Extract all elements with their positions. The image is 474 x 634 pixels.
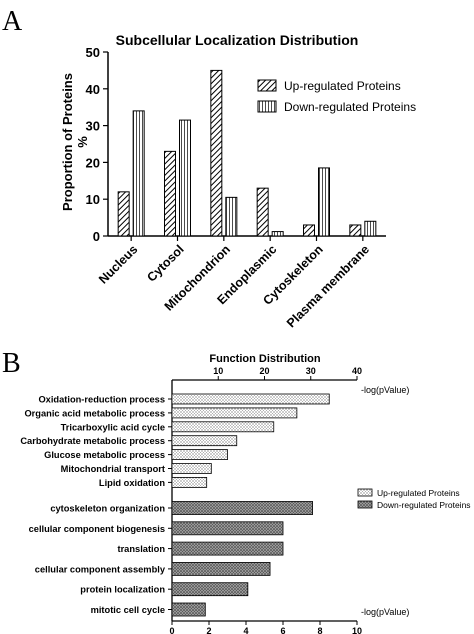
chart-a-bar-up xyxy=(256,187,269,237)
chart-b-bottom-tick-label: 0 xyxy=(169,626,174,634)
chart-b-bar-up xyxy=(171,421,275,433)
chart-a-ylabel-line1: Proportion of Proteins xyxy=(60,73,75,211)
chart-a-ylabel: Proportion of Proteins % xyxy=(60,73,90,211)
chart-b-top-tick-label: 20 xyxy=(259,366,269,376)
chart-a-y-tick-label: 40 xyxy=(86,82,100,97)
chart-a-bar-up xyxy=(303,224,315,237)
chart-b-bottom-axis-label: -log(pValue) xyxy=(361,607,409,617)
chart-a-legend-label: Down-regulated Proteins xyxy=(284,100,416,114)
chart-b-bar-up xyxy=(171,435,238,447)
chart-a-y-tick-label: 30 xyxy=(86,119,100,134)
chart-a-bar-up xyxy=(117,191,130,237)
chart-a-y-tick-label: 10 xyxy=(86,192,100,207)
chart-a-y-tick-label: 50 xyxy=(86,45,100,60)
chart-a-y-tick-label: 20 xyxy=(86,155,100,170)
chart-a-x-tick-label: Plasma membrane xyxy=(284,242,372,330)
chart-a-bar-down xyxy=(179,119,191,237)
chart-a-ylabel-line2: % xyxy=(75,136,90,148)
chart-a-bar-up xyxy=(210,69,223,237)
panel-label-b: B xyxy=(2,348,21,379)
chart-b-top-axis-label: -log(pValue) xyxy=(361,385,409,395)
chart-b-down-label: cellular component assembly xyxy=(35,564,166,574)
chart-a-bar-down xyxy=(364,220,377,237)
chart-b-bottom-tick-label: 10 xyxy=(352,626,362,634)
chart-b-down-label: cytoskeleton organization xyxy=(50,504,165,514)
chart-b-legend-swatch xyxy=(357,500,373,509)
chart-b-bar-down xyxy=(171,602,206,617)
chart-b-top-tick-label: 30 xyxy=(306,366,316,376)
chart-b-down-label: translation xyxy=(117,544,165,554)
chart-b-bottom-tick-label: 6 xyxy=(280,626,285,634)
chart-b: 10 20 30 40 0 2 4 6 8 10 Oxidation-reduction proce… xyxy=(20,366,470,634)
chart-a-bar-up xyxy=(349,224,362,237)
chart-b-bar-down xyxy=(171,521,284,536)
chart-b-bar-down xyxy=(171,562,271,576)
chart-b-down-label: protein localization xyxy=(80,585,165,595)
chart-b-bar-down xyxy=(171,541,284,556)
chart-b-legend-swatch xyxy=(357,488,373,497)
chart-b-bar-up xyxy=(171,463,212,474)
chart-a-x-tick-label: Nucleus xyxy=(96,242,140,286)
chart-b-top-tick-label: 40 xyxy=(352,366,362,376)
chart-a-title: Subcellular Localization Distribution xyxy=(116,32,359,48)
chart-b-down-label: cellular component biogenesis xyxy=(29,524,165,534)
chart-b-bar-down xyxy=(171,582,249,597)
chart-b-bottom-tick-label: 4 xyxy=(243,626,248,634)
chart-b-bottom-tick-label: 2 xyxy=(206,626,211,634)
chart-a-x-tick-label: Cytosol xyxy=(144,242,186,284)
chart-a-bar-down xyxy=(318,167,330,237)
chart-b-bar-up xyxy=(171,449,228,461)
chart-a-legend-label: Up-regulated Proteins xyxy=(284,79,401,93)
chart-b-up-label: Oxidation-reduction process xyxy=(38,395,165,405)
chart-b-bar-down xyxy=(171,501,314,515)
chart-b-up-label: Organic acid metabolic process xyxy=(24,408,165,418)
chart-b-up-label: Mitochondrial transport xyxy=(61,464,165,474)
chart-b-bar-up xyxy=(171,407,298,419)
chart-a-bar-down xyxy=(132,110,145,237)
chart-b-up-label: Lipid oxidation xyxy=(99,478,165,488)
chart-a-legend-swatch xyxy=(257,100,277,113)
chart-b-down-label: mitotic cell cycle xyxy=(91,605,165,615)
chart-b-bar-up xyxy=(171,476,208,488)
panel-label-a: A xyxy=(2,6,23,37)
chart-a-bar-down xyxy=(225,196,238,237)
chart-a-bar-up xyxy=(164,150,176,237)
chart-b-legend-label: Up-regulated Proteins xyxy=(377,488,460,498)
chart-b-legend-label: Down-regulated Proteins xyxy=(377,500,471,510)
chart-b-top-tick-label: 10 xyxy=(213,366,223,376)
chart-a-bar-down xyxy=(271,231,284,237)
chart-b-up-label: Tricarboxylic acid cycle xyxy=(61,422,165,432)
chart-b-up-label: Glucose metabolic process xyxy=(44,450,165,460)
chart-a-y-tick-label: 0 xyxy=(93,229,100,244)
chart-b-bottom-tick-label: 8 xyxy=(317,626,322,634)
chart-b-bar-up xyxy=(171,393,330,405)
chart-a-legend-swatch xyxy=(257,79,277,92)
chart-b-up-label: Carbohydrate metabolic process xyxy=(20,436,165,446)
chart-b-title: Function Distribution xyxy=(209,353,320,365)
